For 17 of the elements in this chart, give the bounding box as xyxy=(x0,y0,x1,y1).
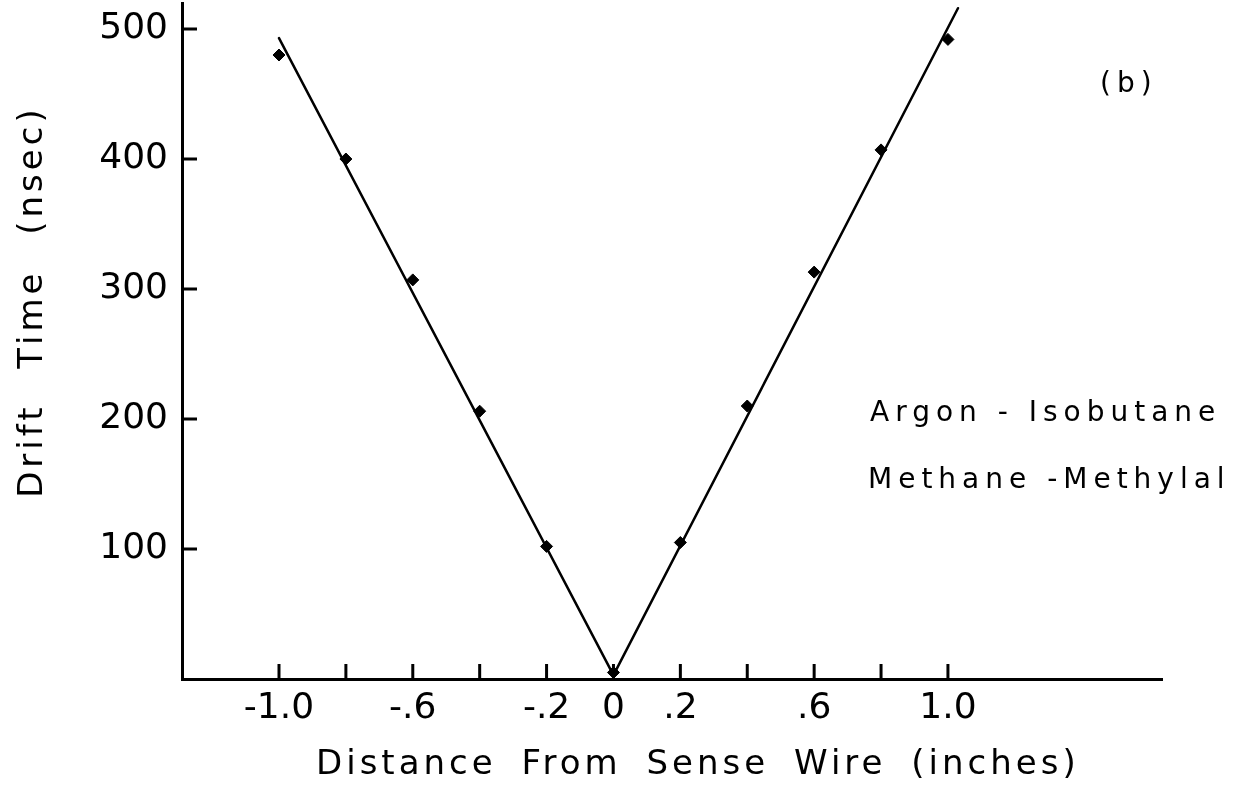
annotation: Argon - Isobutane xyxy=(870,395,1222,429)
y-tick-label: 300 xyxy=(99,265,168,307)
annotation: Methane -Methylal xyxy=(868,462,1231,496)
annotation: (b) xyxy=(1100,66,1158,100)
y-tick-label: 100 xyxy=(99,525,168,567)
x-tick-label: .2 xyxy=(663,684,698,726)
x-tick-label: -1.0 xyxy=(243,684,315,726)
y-tick-label: 400 xyxy=(99,135,168,177)
x-tick-label: 1.0 xyxy=(919,684,977,726)
x-tick-label: 0 xyxy=(602,684,625,726)
x-tick-label: -.6 xyxy=(389,684,437,726)
y-tick-label: 200 xyxy=(99,395,168,437)
y-tick-label: 500 xyxy=(99,5,168,47)
x-tick-label: -.2 xyxy=(522,684,571,726)
x-tick-label: .6 xyxy=(796,684,832,726)
x-axis-title: Distance From Sense Wire (inches) xyxy=(316,741,1080,782)
y-axis-title: Drift Time (nsec) xyxy=(9,104,50,498)
